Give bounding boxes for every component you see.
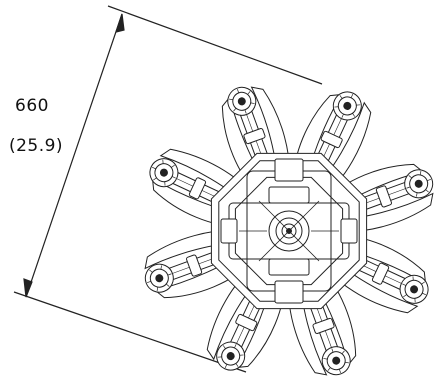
motor-fin xyxy=(425,189,429,193)
arm-clamp xyxy=(243,128,266,145)
arrowhead-top xyxy=(115,13,125,33)
hub-inner xyxy=(281,223,297,239)
motor-fin xyxy=(247,91,251,95)
drone-body xyxy=(144,86,434,376)
motor-fin xyxy=(402,283,407,286)
motor-fin xyxy=(416,192,418,197)
motor-fin xyxy=(414,298,416,303)
hub-ring xyxy=(268,210,310,252)
dimension-value: 660 xyxy=(15,96,49,116)
motor-shaft xyxy=(410,285,419,294)
connector-bottom xyxy=(274,280,304,304)
motor-fin xyxy=(403,294,407,298)
motor-shaft xyxy=(414,179,423,188)
motor-fin xyxy=(224,364,228,369)
motor-fin xyxy=(331,348,334,353)
motor-fin xyxy=(167,273,172,276)
motor-fin xyxy=(151,166,156,170)
arm-clamp xyxy=(188,177,207,200)
motor-fin xyxy=(334,106,339,108)
motor-fin xyxy=(171,164,175,168)
motor-fin xyxy=(341,350,345,355)
motor-fin xyxy=(146,280,151,283)
motor-fin xyxy=(419,170,422,175)
extension-line-top xyxy=(107,5,323,85)
connector-top xyxy=(274,158,304,182)
dimension-inches: (25.9) xyxy=(8,136,64,156)
motor-fin xyxy=(339,95,343,99)
pcb-bottom xyxy=(268,258,310,276)
motor-shaft xyxy=(237,97,246,106)
motor-fin xyxy=(345,361,350,364)
motor-fin xyxy=(352,113,356,117)
motor-fin xyxy=(235,363,239,367)
motor-shaft xyxy=(226,352,235,361)
arm-clamp xyxy=(235,313,258,332)
motor-shaft xyxy=(343,101,352,110)
extension-line-bottom xyxy=(13,291,247,373)
motor-fin xyxy=(234,344,237,349)
arm-clamp xyxy=(312,317,335,334)
motor-fin xyxy=(356,104,361,106)
motor-fin xyxy=(338,369,341,374)
motor-fin xyxy=(171,176,176,179)
arrowhead-bottom xyxy=(23,278,33,298)
motor-fin xyxy=(323,358,328,360)
motor-fin xyxy=(422,292,427,296)
motor-fin xyxy=(244,109,247,114)
motor-fin xyxy=(222,345,226,349)
motor-fin xyxy=(162,159,164,164)
pcb-top xyxy=(268,186,310,204)
arm-clamp xyxy=(375,185,392,208)
motor-fin xyxy=(421,281,425,285)
arm-clamp xyxy=(186,254,203,277)
motor-fin xyxy=(160,265,162,270)
arm-clamp xyxy=(320,130,343,149)
motor-shaft xyxy=(155,274,164,283)
dimension-lines xyxy=(13,5,323,373)
motor-fin xyxy=(149,269,153,273)
motor-fin xyxy=(233,107,237,112)
motor-fin xyxy=(341,113,344,118)
motor-fin xyxy=(406,186,411,189)
motor-shaft xyxy=(332,356,341,365)
motor-fin xyxy=(239,354,244,356)
motor-fin xyxy=(228,98,233,101)
motor-fin xyxy=(408,175,413,179)
connector-left xyxy=(220,218,238,244)
frame-brace xyxy=(258,200,320,262)
motor-fin xyxy=(156,287,159,292)
motor-fin xyxy=(327,367,331,371)
arm-clamp xyxy=(371,262,390,285)
motor-fin xyxy=(217,356,222,358)
motor-fin xyxy=(350,93,354,98)
motor-fin xyxy=(412,276,414,281)
motor-fin xyxy=(427,179,432,182)
motor-shaft xyxy=(159,168,168,177)
motor-fin xyxy=(164,181,166,186)
dimension-line xyxy=(25,13,123,298)
motor-fin xyxy=(250,102,255,104)
motor-fin xyxy=(165,283,170,287)
motor-fin xyxy=(153,177,157,181)
connector-right xyxy=(340,218,358,244)
motor-fin xyxy=(237,88,240,93)
